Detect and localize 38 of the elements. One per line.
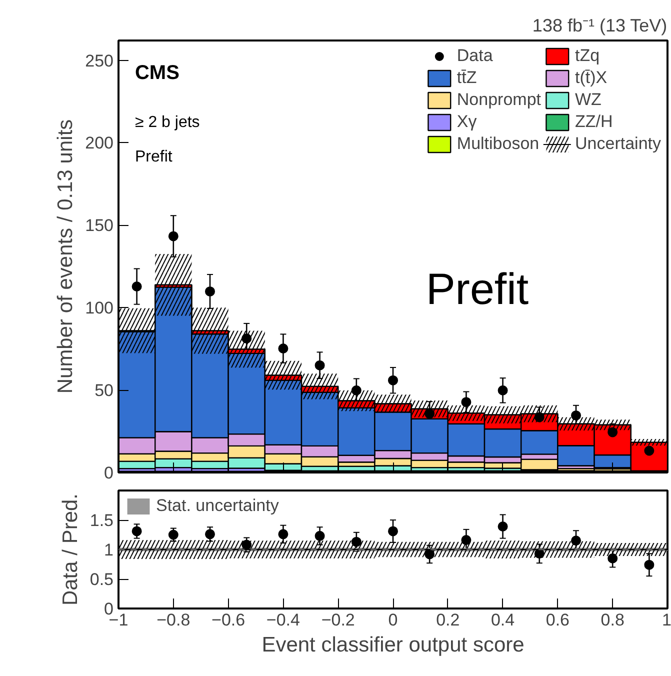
x-axis-title: Event classifier output score [262,634,524,656]
legend-label: Data [456,46,493,66]
y-tick-label: 200 [85,134,114,153]
x-tick-label: 0.6 [546,610,570,630]
legend-label: tt̄Z [456,68,477,88]
x-tick-label: −0.4 [266,610,300,630]
legend-label: t(t̄)X [575,68,608,88]
annotation: Prefit [426,265,529,314]
y-tick-label: 150 [85,216,114,236]
chart-title: 138 fb⁻¹ (13 TeV) [532,16,668,36]
x-tick-label: −0.8 [156,610,190,630]
x-tick-label: −0.6 [212,610,246,630]
legend-label: ZZ/H [575,112,613,132]
y-tick-label: 0.5 [90,570,114,589]
legend-label: tZq [575,46,600,66]
legend-label: Stat. uncertainty [156,496,279,516]
x-tick-label: 0.4 [490,610,515,630]
y-tick-label: 250 [85,51,114,70]
y-tick-label: 50 [94,381,114,400]
y-tick-label: 0 [104,464,114,482]
y-axis-title: Data / Pred. [58,493,82,606]
x-tick-label: 0.2 [436,610,460,630]
x-tick-label: 0.8 [600,610,624,630]
legend-label: Uncertainty [575,134,661,154]
annotation: Prefit [134,148,173,166]
legend-label: Nonprompt [456,90,542,110]
x-tick-label: 1 [662,610,671,630]
y-axis-title: Number of events / 0.13 units [54,119,78,394]
x-tick-label: −0.2 [321,610,355,630]
legend-label: Multiboson [456,134,540,154]
annotation: ≥ 2 b jets [134,114,200,131]
legend-label: Xγ [456,112,477,132]
legend-label: WZ [575,90,602,110]
x-tick-label: 0 [388,610,398,630]
annotation: CMS [134,62,180,84]
y-tick-label: 100 [85,298,114,318]
y-tick-label: 1 [104,540,114,560]
y-tick-label: 1.5 [90,511,114,530]
